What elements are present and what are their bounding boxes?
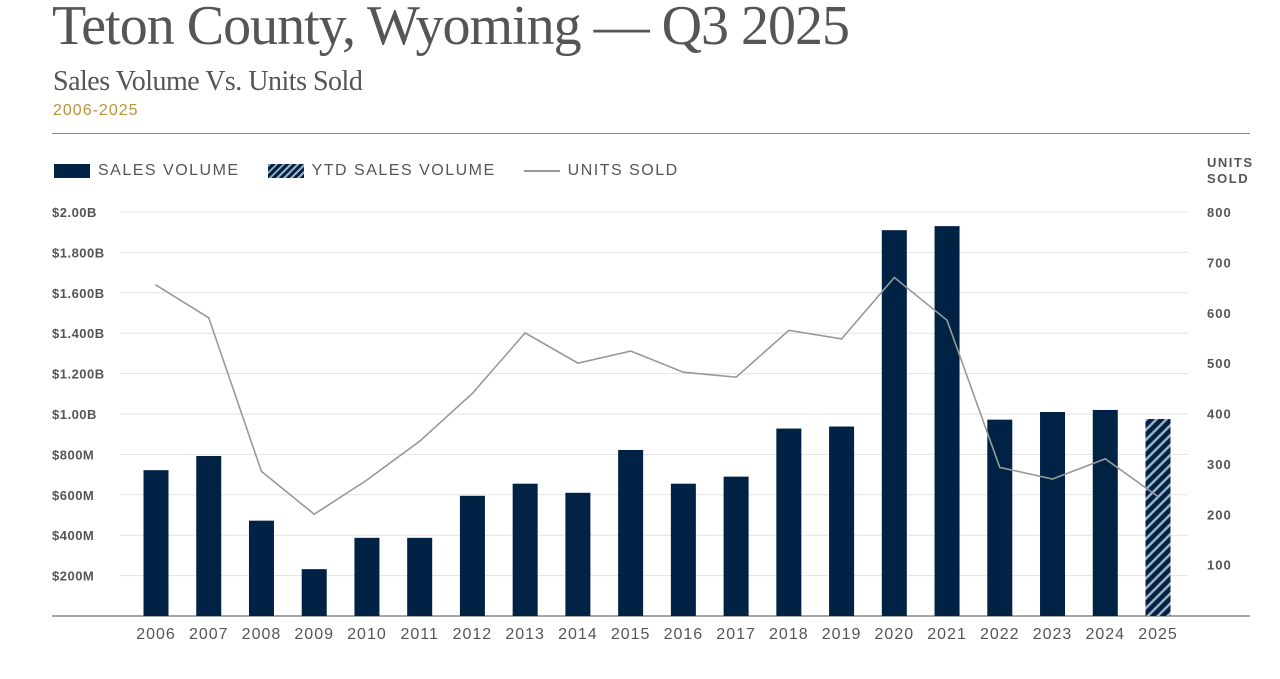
bar [354,537,380,616]
x-tick-label: 2010 [347,626,387,643]
bar [248,520,274,616]
chart-subtitle: Sales Volume Vs. Units Sold [53,66,363,97]
left-tick-label: $1.200B [52,367,105,382]
units-sold-point [1051,478,1054,480]
units-sold-point [682,371,685,373]
legend-sales-volume: SALES VOLUME [54,162,240,180]
legend: SALES VOLUME YTD SALES VOLUME UNITS SOLD [54,162,707,180]
bar [143,470,169,616]
left-tick-label: $800M [52,447,94,462]
line-swatch-icon [523,170,560,172]
bar [459,495,485,616]
x-tick-label: 2014 [558,626,598,643]
right-tick-label: 300 [1207,457,1232,472]
bar [618,449,644,616]
bar [829,426,855,616]
legend-label: UNITS SOLD [567,162,679,179]
x-tick-label: 2015 [611,626,651,643]
bar [196,456,222,616]
units-sold-point [471,392,474,395]
units-sold-point [418,440,421,443]
right-tick-label: 100 [1207,558,1232,573]
x-tick-label: 2006 [136,626,176,643]
x-tick-label: 2024 [1085,626,1125,643]
x-tick-label: 2021 [927,626,967,643]
left-tick-label: $1.600B [52,286,105,301]
bar [1092,409,1118,616]
x-tick-label: 2013 [505,626,545,643]
x-tick-label: 2019 [822,626,862,643]
units-sold-point [1157,495,1159,498]
x-tick-label: 2018 [769,626,809,643]
x-tick-label: 2023 [1033,626,1073,643]
legend-label: SALES VOLUME [98,162,240,179]
x-tick-label: 2007 [189,626,229,643]
left-tick-label: $600M [52,488,94,503]
x-tick-label: 2011 [400,626,438,643]
right-tick-label: 600 [1207,306,1232,321]
units-sold-line [155,276,1159,516]
units-sold-point [840,338,843,340]
bar [776,428,802,616]
right-tick-label: 800 [1207,205,1232,220]
units-sold-point [788,329,790,332]
left-tick-label: $2.00B [52,205,97,220]
right-axis-title: UNITS SOLD [1207,155,1254,186]
bar [1040,411,1066,616]
x-tick-label: 2020 [875,626,915,643]
units-sold-point [155,284,157,286]
bar [301,569,327,616]
left-tick-label: $1.400B [52,326,105,341]
bar [934,226,960,616]
bar [987,419,1013,616]
x-tick-label: 2025 [1138,626,1178,643]
bar [565,492,591,616]
units-sold-point [577,362,579,364]
units-sold-point [735,376,737,379]
units-sold-point [998,466,1001,469]
units-sold-point [313,513,316,516]
units-sold-point [1104,458,1107,460]
units-sold-point [260,470,263,473]
x-tick-label: 2009 [294,626,334,643]
right-tick-label: 400 [1207,407,1232,422]
x-tick-label: 2012 [453,626,493,643]
legend-ytd-sales-volume: YTD SALES VOLUME [267,162,496,180]
units-sold-point [893,276,896,279]
units-sold-point [524,332,526,334]
bar [512,483,538,616]
units-sold-point [366,479,368,481]
ytd-bar [1145,419,1171,616]
legend-units-sold: UNITS SOLD [523,162,679,180]
bar [670,483,696,616]
x-tick-label: 2008 [242,626,282,643]
bar [407,537,433,616]
year-range: 2006-2025 [53,102,139,119]
right-tick-label: 200 [1207,507,1232,522]
units-sold-point [207,316,210,319]
solid-swatch-icon [54,164,90,178]
right-tick-label: 500 [1207,356,1232,371]
bar [723,476,749,616]
left-tick-label: $200M [52,569,94,584]
hatch-swatch-icon [267,164,304,178]
left-tick-label: $1.800B [52,245,105,260]
page-title: Teton County, Wyoming — Q3 2025 [52,0,850,57]
units-sold-point [946,319,948,322]
x-tick-label: 2022 [980,626,1020,643]
divider [52,133,1250,134]
x-tick-label: 2016 [664,626,704,643]
left-tick-label: $400M [52,528,94,543]
right-tick-label: 700 [1207,255,1232,270]
left-tick-label: $1.00B [52,407,97,422]
units-sold-point [629,350,632,352]
x-tick-label: 2017 [716,626,756,643]
legend-label: YTD SALES VOLUME [311,162,496,179]
bar [881,230,907,616]
